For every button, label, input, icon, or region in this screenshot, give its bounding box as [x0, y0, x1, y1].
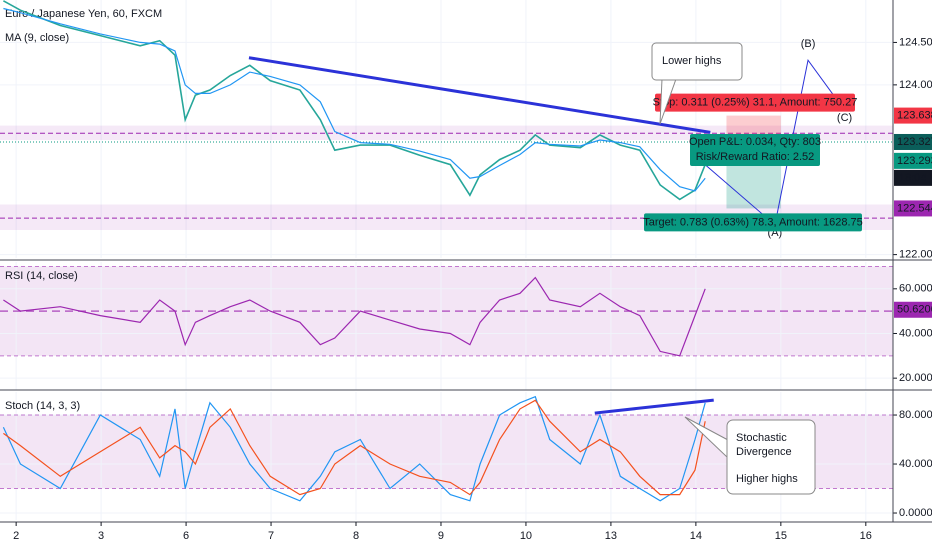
y-tick-label: 0.0000	[899, 507, 932, 519]
pattern-label: (C)	[837, 112, 852, 124]
y-tick-label: 124.500	[899, 36, 932, 48]
series-line	[3, 399, 706, 496]
trend-line	[594, 398, 714, 415]
price-label-box	[894, 200, 932, 217]
x-tick-label: 9	[438, 530, 444, 542]
trend-line	[248, 56, 711, 134]
target-label-box	[644, 213, 862, 232]
x-tick-label: 15	[775, 530, 787, 542]
panel-title: Stoch (14, 3, 3)	[5, 400, 80, 412]
panel-title: Euro / Japanese Yen, 60, FXCM	[5, 8, 162, 20]
y-tick-label: 124.000	[899, 79, 932, 91]
callout-box	[726, 419, 816, 495]
y-tick-label: 122.000	[899, 249, 932, 261]
x-tick-label: 14	[690, 530, 702, 542]
price-label-box	[894, 152, 932, 169]
x-tick-label: 16	[860, 530, 872, 542]
series-line	[3, 276, 706, 357]
callout-text: Divergence	[736, 446, 792, 458]
panel-title: RSI (14, close)	[5, 270, 78, 282]
price-label: 123.327	[897, 136, 932, 148]
y-tick-label: 40.0000	[899, 327, 932, 339]
legend-entry: MA (9, close)	[5, 32, 69, 44]
rr-label: Risk/Reward Ratio: 2.52	[696, 151, 815, 163]
target-label: Target: 0.783 (0.63%) 78.3, Amount: 1628…	[643, 216, 863, 228]
series-line	[3, 7, 706, 192]
y-tick-label: 20.0000	[899, 372, 932, 384]
countdown: 18:04	[899, 172, 927, 184]
y-tick-label: 80.0000	[899, 409, 932, 421]
stop-label-box	[655, 93, 855, 112]
x-tick-label: 2	[13, 530, 19, 542]
price-label-box	[894, 107, 932, 124]
callout-text: Higher highs	[736, 473, 798, 485]
pnl-box	[690, 133, 820, 166]
zone-band	[0, 125, 893, 141]
pnl-label: Open P&L: 0.034, Qty: 803	[689, 136, 821, 148]
countdown-box	[894, 169, 932, 186]
pattern-label: (B)	[801, 38, 816, 50]
stop-label: Stop: 0.311 (0.25%) 31.1, Amount: 750.27	[653, 96, 858, 108]
callout-box	[651, 42, 743, 81]
y-tick-label: 60.0000	[899, 283, 932, 295]
x-tick-label: 13	[605, 530, 617, 542]
price-label: 122.544	[897, 202, 932, 214]
price-label: 50.6206	[897, 304, 932, 316]
x-tick-label: 8	[353, 530, 359, 542]
callout-text: Stochastic	[736, 432, 787, 444]
x-tick-label: 10	[520, 530, 532, 542]
x-tick-label: 3	[98, 530, 104, 542]
y-tick-label: 40.0000	[899, 458, 932, 470]
callout-text: Lower highs	[662, 55, 722, 67]
price-label-box	[894, 133, 932, 150]
x-tick-label: 6	[183, 530, 189, 542]
x-tick-label: 7	[268, 530, 274, 542]
price-label-box	[894, 301, 932, 318]
price-label: 123.293	[897, 155, 932, 167]
price-label: 123.638	[897, 109, 932, 121]
